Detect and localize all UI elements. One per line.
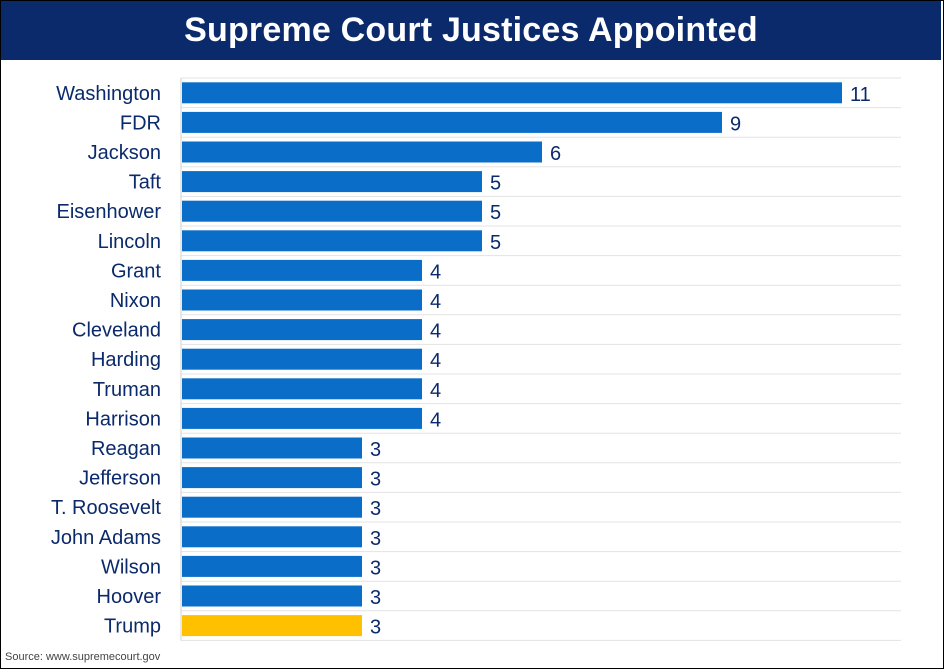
bar-jackson [182, 141, 542, 163]
category-label: Jefferson [79, 468, 161, 490]
bar-trump [182, 615, 362, 637]
category-label: Eisenhower [56, 201, 161, 223]
source-note: Source: www.supremecourt.gov [5, 651, 161, 663]
category-label: Hoover [97, 586, 162, 608]
data-label: 3 [370, 557, 381, 579]
category-label: Lincoln [98, 231, 161, 253]
title-bar: Supreme Court Justices Appointed [1, 1, 941, 60]
bar-nixon [182, 289, 422, 311]
bar-lincoln [182, 230, 482, 252]
category-label: Washington [56, 83, 161, 105]
bar-wilson [182, 555, 362, 577]
data-label: 5 [490, 232, 501, 254]
category-label: Reagan [91, 438, 161, 460]
chart-title: Supreme Court Justices Appointed [184, 11, 758, 49]
data-label: 9 [730, 113, 741, 135]
category-label: Wilson [101, 556, 161, 578]
category-label: Nixon [110, 290, 161, 312]
data-label: 3 [370, 587, 381, 609]
category-label: Trump [104, 616, 161, 638]
bar-reagan [182, 437, 362, 459]
bar-harding [182, 348, 422, 370]
bar-t-roosevelt [182, 496, 362, 518]
data-label: 4 [430, 291, 441, 313]
bar-fdr [182, 111, 722, 133]
data-label: 3 [370, 498, 381, 520]
data-label: 6 [550, 143, 561, 165]
bar-hoover [182, 585, 362, 607]
data-label: 4 [430, 261, 441, 283]
category-label: Harding [91, 349, 161, 371]
category-label: Harrison [85, 408, 161, 430]
bar-grant [182, 259, 422, 281]
category-label: Grant [111, 260, 161, 282]
category-label: T. Roosevelt [51, 497, 161, 519]
category-label: Jackson [88, 142, 161, 164]
bar-john-adams [182, 526, 362, 548]
category-label: FDR [120, 112, 161, 134]
bar-harrison [182, 407, 422, 429]
bar-truman [182, 378, 422, 400]
data-label: 4 [430, 350, 441, 372]
data-label: 3 [370, 469, 381, 491]
data-label: 4 [430, 380, 441, 402]
category-label: Cleveland [72, 320, 161, 342]
category-label: Truman [93, 379, 161, 401]
bar-cleveland [182, 319, 422, 341]
data-label: 4 [430, 321, 441, 343]
bar-taft [182, 171, 482, 193]
data-label: 5 [490, 173, 501, 195]
data-label: 3 [370, 617, 381, 639]
data-label: 4 [430, 409, 441, 431]
bar-washington [182, 82, 842, 104]
data-label: 11 [850, 84, 871, 106]
category-label: John Adams [51, 527, 161, 549]
data-label: 3 [370, 528, 381, 550]
data-label: 3 [370, 439, 381, 461]
data-label: 5 [490, 202, 501, 224]
bar-eisenhower [182, 200, 482, 222]
bar-jefferson [182, 467, 362, 489]
category-label: Taft [129, 172, 162, 194]
